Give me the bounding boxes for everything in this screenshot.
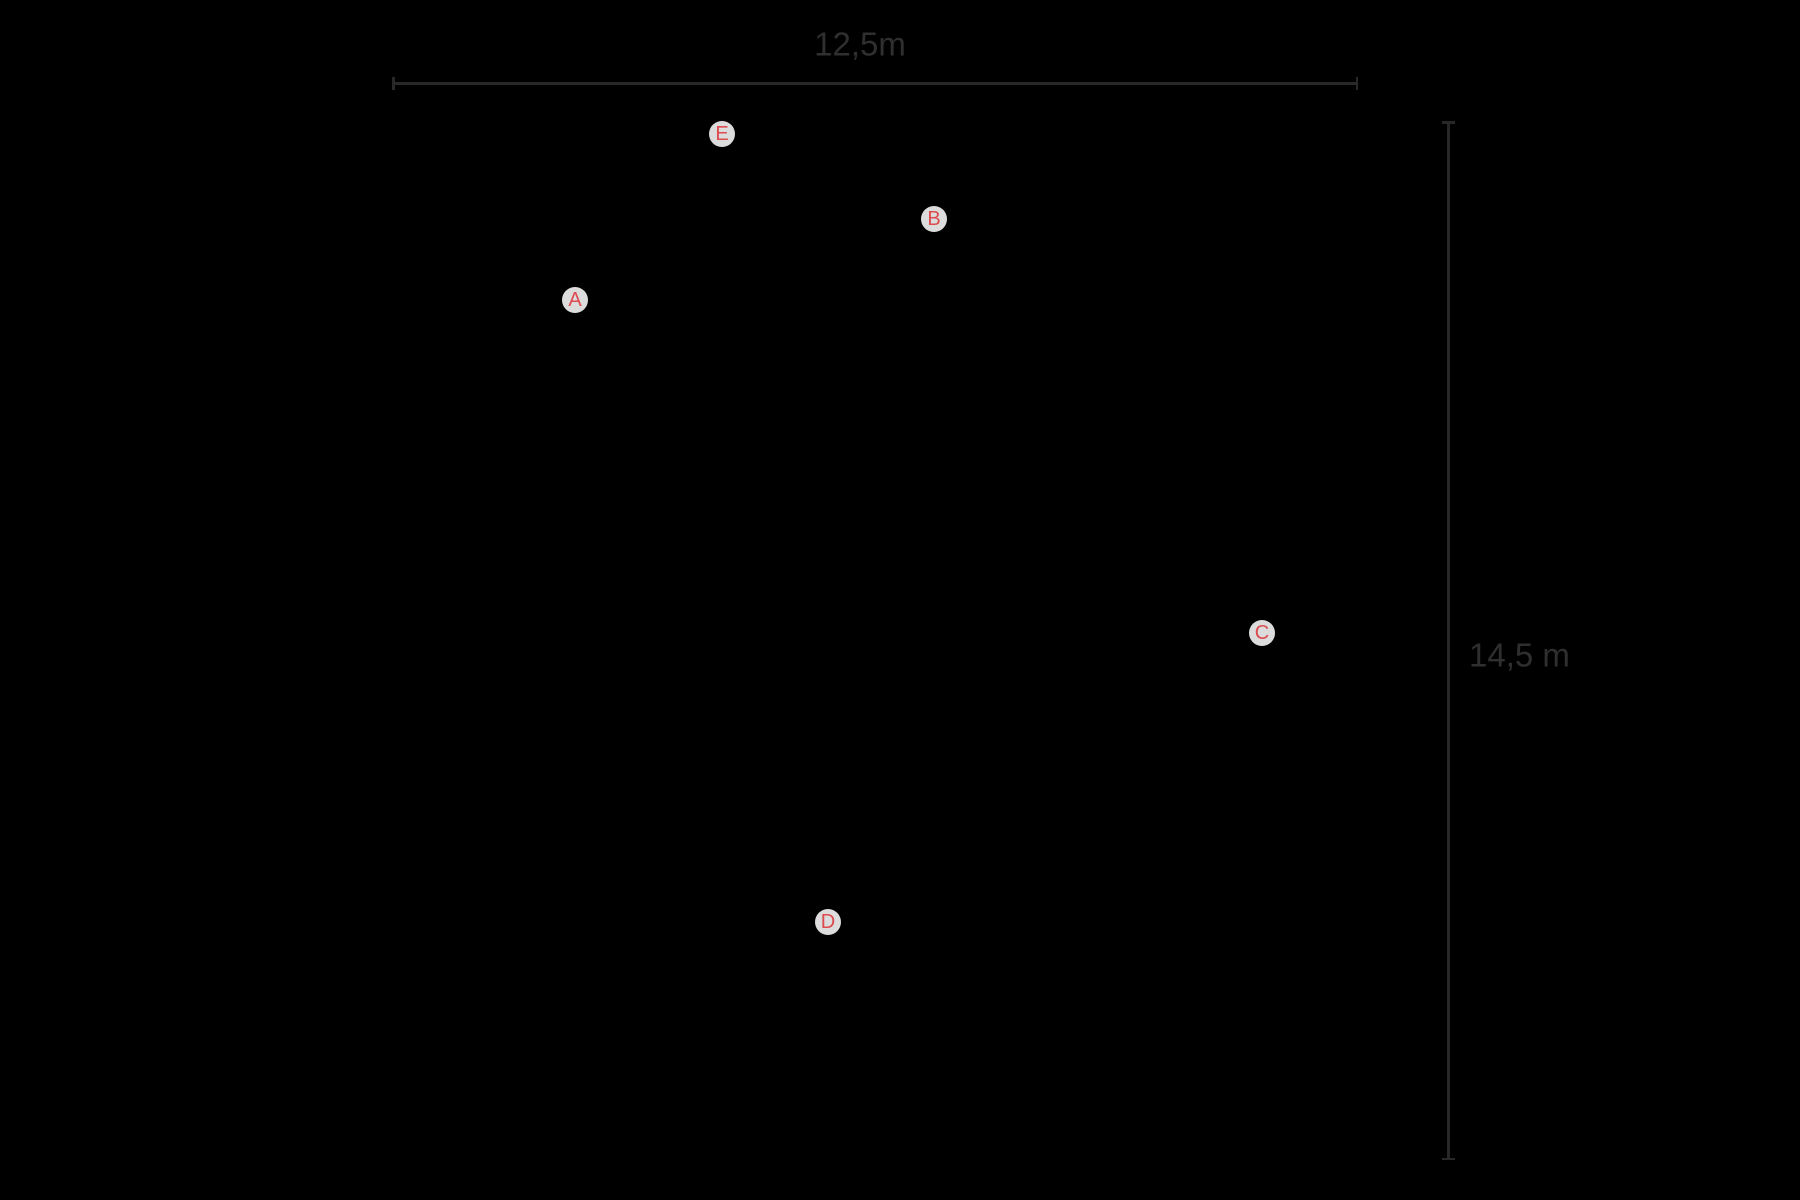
height-dimension-line [1442, 121, 1455, 1160]
point-marker-a[interactable]: A [562, 287, 588, 313]
point-marker-d[interactable]: D [815, 909, 841, 935]
width-dimension-line [392, 77, 1358, 90]
dimension-tick-right [1355, 77, 1358, 90]
point-marker-c[interactable]: C [1249, 620, 1275, 646]
height-dimension-label: 14,5 m [1469, 636, 1570, 674]
dimension-tick-bottom [1442, 1157, 1455, 1160]
point-marker-e[interactable]: E [709, 121, 735, 147]
width-dimension-label: 12,5m [814, 25, 906, 63]
dimension-tick-top [1442, 121, 1455, 124]
dimension-tick-left [392, 77, 395, 90]
point-marker-b[interactable]: B [921, 206, 947, 232]
